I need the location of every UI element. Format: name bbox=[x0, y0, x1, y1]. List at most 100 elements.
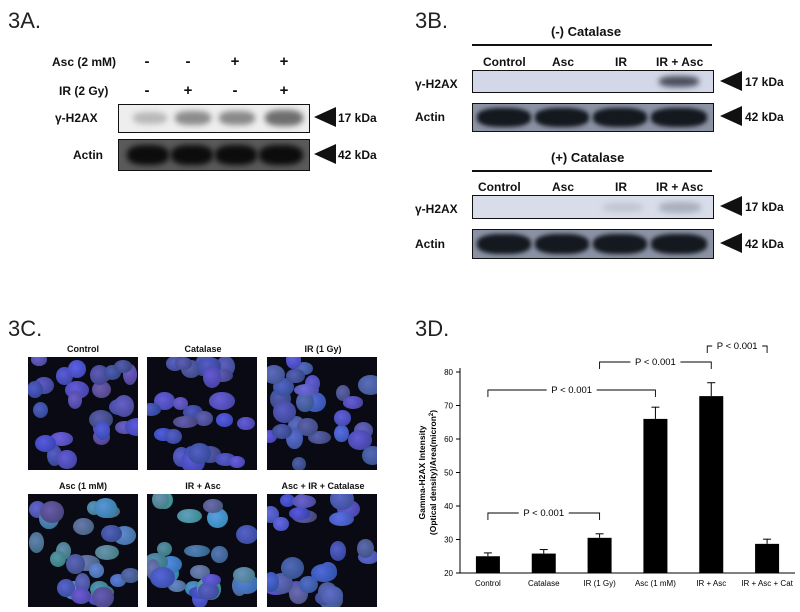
nucleus-cell bbox=[184, 545, 210, 558]
nucleus-cell bbox=[28, 380, 44, 398]
x-tick-label-2: IR (1 Gy) bbox=[583, 579, 616, 588]
nucleus-cell bbox=[207, 507, 228, 528]
nucleus-cell bbox=[50, 550, 67, 567]
nucleus-cell bbox=[195, 411, 213, 426]
micrograph-asc bbox=[28, 494, 138, 607]
ir-sign-1: - bbox=[144, 82, 150, 99]
asc-row-label: Asc (2 mM) bbox=[52, 55, 117, 69]
nucleus-cell bbox=[267, 430, 278, 444]
nucleus-cell bbox=[165, 428, 183, 445]
asc-sign-1: - bbox=[144, 53, 150, 70]
a-actin-band-1 bbox=[127, 145, 169, 165]
micro-title-asc-ir-cat: Asc + IR + Catalase bbox=[281, 481, 365, 491]
bracket-left-3 bbox=[706, 345, 713, 353]
nucleus-cell bbox=[271, 423, 292, 440]
nucleus-cell bbox=[296, 417, 318, 436]
nucleus-cell bbox=[267, 505, 279, 523]
p-value-label-3: P < 0.001 bbox=[717, 341, 758, 352]
nucleus-cell bbox=[101, 525, 123, 543]
ir-sign-2: + bbox=[183, 82, 193, 99]
b-g2-lane-irasc: IR + Asc bbox=[656, 180, 704, 194]
b-g2-h2ax-arrow bbox=[720, 196, 742, 216]
nucleus-cell bbox=[308, 431, 331, 445]
nucleus-cell bbox=[289, 507, 311, 520]
nucleus-cell bbox=[72, 517, 95, 536]
b-g1-lane-ir: IR bbox=[615, 55, 627, 69]
a-h2ax-band-3 bbox=[219, 111, 255, 125]
nucleus-cell bbox=[29, 532, 45, 553]
nucleus-cell bbox=[285, 357, 301, 369]
nucleus-cell bbox=[328, 511, 355, 527]
b-g2-actin-band-1 bbox=[477, 234, 531, 254]
b-g1-lane-control: Control bbox=[483, 55, 526, 69]
nucleus-cell bbox=[187, 442, 211, 464]
b-g2-actin-arrow bbox=[720, 233, 742, 253]
nucleus-cell bbox=[280, 556, 304, 579]
micrograph-control bbox=[28, 357, 138, 470]
y-tick-label: 80 bbox=[444, 368, 453, 377]
nucleus-cell bbox=[286, 368, 305, 384]
b-g1-h2ax-blot bbox=[472, 70, 714, 93]
bar-5 bbox=[755, 543, 780, 573]
b-g1-actin-arrow bbox=[720, 106, 742, 126]
nucleus-cell bbox=[299, 575, 318, 594]
nucleus-cell bbox=[273, 516, 289, 531]
nucleus-cell bbox=[173, 416, 199, 429]
b-g2-h2ax-band-4 bbox=[659, 202, 701, 213]
nucleus-cell bbox=[89, 365, 109, 385]
panel-a-label: 3A. bbox=[8, 8, 42, 33]
micrograph-irasc bbox=[147, 494, 257, 607]
b-g2-actin-band-4 bbox=[651, 234, 707, 254]
b-g1-h2ax-kda: 17 kDa bbox=[745, 75, 784, 89]
b-g2-lane-asc: Asc bbox=[552, 180, 575, 194]
b-g1-actin-band-3 bbox=[593, 108, 647, 127]
nucleus-cell bbox=[147, 402, 161, 416]
ir-row-label: IR (2 Gy) bbox=[59, 84, 109, 98]
nucleus-cell bbox=[280, 494, 295, 507]
y-tick-label: 30 bbox=[444, 536, 453, 545]
nucleus-cell bbox=[357, 375, 377, 396]
nucleus-cell bbox=[342, 396, 364, 409]
nucleus-cell bbox=[94, 498, 118, 519]
nucleus-cell bbox=[330, 494, 354, 510]
b-g2-lane-control: Control bbox=[478, 180, 521, 194]
nucleus-cell bbox=[267, 572, 279, 592]
micro-title-irasc: IR + Asc bbox=[185, 481, 221, 491]
nucleus-cell bbox=[65, 553, 85, 575]
b-g1-actin-band-2 bbox=[535, 108, 589, 127]
bar-1 bbox=[531, 553, 556, 573]
x-tick-label-1: Catalase bbox=[528, 579, 560, 588]
nucleus-cell bbox=[30, 357, 47, 366]
asc-sign-4: + bbox=[279, 53, 289, 70]
x-tick-label-3: Asc (1 mM) bbox=[635, 579, 676, 588]
nucleus-cell bbox=[156, 542, 172, 557]
nucleus-cell bbox=[357, 539, 374, 559]
micro-title-catalase: Catalase bbox=[184, 344, 222, 354]
nucleus-cell bbox=[94, 420, 111, 441]
nucleus-cell bbox=[201, 574, 221, 587]
nucleus-cell bbox=[67, 360, 87, 379]
ir-sign-4: + bbox=[279, 82, 289, 99]
b-g1-actin-blot bbox=[472, 103, 714, 132]
bracket-left-2 bbox=[599, 361, 631, 369]
asc-sign-2: - bbox=[185, 53, 191, 70]
bracket-right-3 bbox=[762, 345, 768, 353]
b-g1-lane-irasc: IR + Asc bbox=[656, 55, 704, 69]
micro-title-asc: Asc (1 mM) bbox=[58, 481, 107, 491]
bracket-right-2 bbox=[680, 361, 712, 369]
nucleus-cell bbox=[88, 563, 105, 579]
nucleus-cell bbox=[334, 424, 349, 443]
micro-title-control: Control bbox=[67, 344, 99, 354]
ir-sign-3: - bbox=[232, 82, 238, 99]
b-g1-lane-asc: Asc bbox=[552, 55, 575, 69]
b-g2-h2ax-blot bbox=[472, 195, 714, 219]
b-g2-actin-label: Actin bbox=[415, 237, 445, 251]
b-g2-actin-band-2 bbox=[535, 234, 589, 254]
a-actin-label: Actin bbox=[73, 148, 103, 162]
b-g1-h2ax-label: γ-H2AX bbox=[415, 77, 458, 91]
bar-2 bbox=[587, 537, 612, 573]
nucleus-cell bbox=[236, 525, 257, 545]
b-g2-actin-kda: 42 kDa bbox=[745, 237, 784, 251]
nucleus-cell bbox=[91, 380, 111, 399]
bar-4 bbox=[699, 396, 724, 573]
